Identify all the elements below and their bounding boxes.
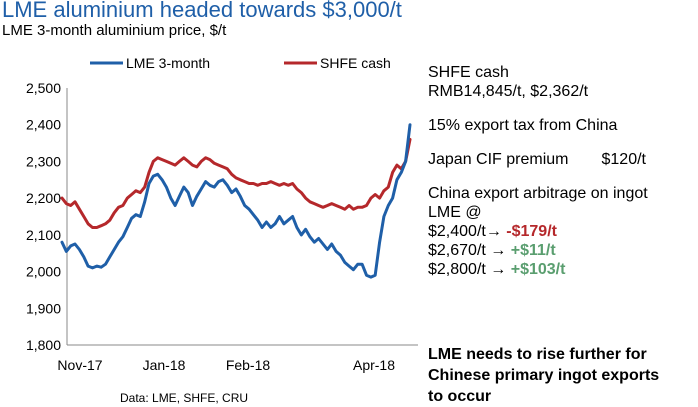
y-tick-label: 2,300 (26, 153, 61, 169)
arbitrage-row: $2,670/t → +$11/t (428, 241, 696, 260)
export-tax-note: 15% export tax from China (428, 117, 618, 134)
x-tick-label: Feb-18 (226, 357, 271, 373)
chart-subtitle: LME 3-month aluminium price, $/t (2, 22, 227, 39)
cif-premium-value: $120/t (601, 151, 646, 168)
cif-premium-note: Japan CIF premium $120/t (428, 150, 696, 169)
y-axis-labels: 1,800 1,900 2,000 2,100 2,200 2,300 2,400 2,500 (26, 80, 61, 353)
source-note: Data: LME, SHFE, CRU (120, 391, 248, 405)
shfe-cash-value: RMB14,845/t, $2,362/t (428, 83, 589, 100)
y-tick-label: 2,100 (26, 227, 61, 243)
x-axis-labels: Nov-17 Jan-18 Feb-18 Apr-18 (57, 357, 395, 373)
arbitrage-value: +$11/t (510, 242, 556, 259)
lme-3-month-line (60, 123, 412, 279)
x-tick-label: Jan-18 (143, 357, 186, 373)
arbitrage-lme-label: LME @ (428, 204, 482, 221)
y-tick-label: 1,900 (26, 300, 61, 316)
legend-label: SHFE cash (320, 55, 391, 71)
conclusion-line: Chinese primary ingot exports (428, 367, 660, 384)
chart-axes (66, 88, 418, 346)
arbitrage-price: $2,800/t → (428, 261, 511, 278)
series-lines (60, 123, 412, 279)
cif-premium-label: Japan CIF premium (428, 151, 569, 168)
arbitrage-value: +$103/t (510, 261, 566, 278)
y-tick-label: 2,000 (26, 264, 61, 280)
x-tick-label: Nov-17 (57, 357, 102, 373)
y-tick-label: 2,500 (26, 80, 61, 96)
conclusion-line: LME needs to rise further for (428, 346, 647, 363)
chart-legend: LME 3-month SHFE cash (90, 55, 391, 71)
arbitrage-price: $2,400/t→ (428, 223, 507, 240)
arbitrage-row: $2,800/t → +$103/t (428, 260, 696, 279)
shfe-cash-line (60, 137, 412, 229)
conclusion-note: LME needs to rise further for Chinese pr… (428, 344, 696, 407)
y-tick-label: 1,800 (26, 337, 61, 353)
arbitrage-value: -$179/t (506, 223, 557, 240)
chart-title: LME aluminium headed towards $3,000/t (2, 0, 402, 22)
annotation-panel: SHFE cash RMB14,845/t, $2,362/t 15% expo… (428, 63, 696, 279)
arbitrage-title: China export arbitrage on ingot (428, 185, 648, 202)
y-tick-label: 2,200 (26, 190, 61, 206)
x-tick-label: Apr-18 (353, 357, 395, 373)
shfe-cash-label: SHFE cash (428, 64, 509, 81)
y-tick-label: 2,400 (26, 117, 61, 133)
arbitrage-row: $2,400/t→ -$179/t (428, 222, 696, 241)
legend-label: LME 3-month (126, 55, 210, 71)
conclusion-line: to occur (428, 388, 492, 405)
arbitrage-price: $2,670/t → (428, 242, 511, 259)
